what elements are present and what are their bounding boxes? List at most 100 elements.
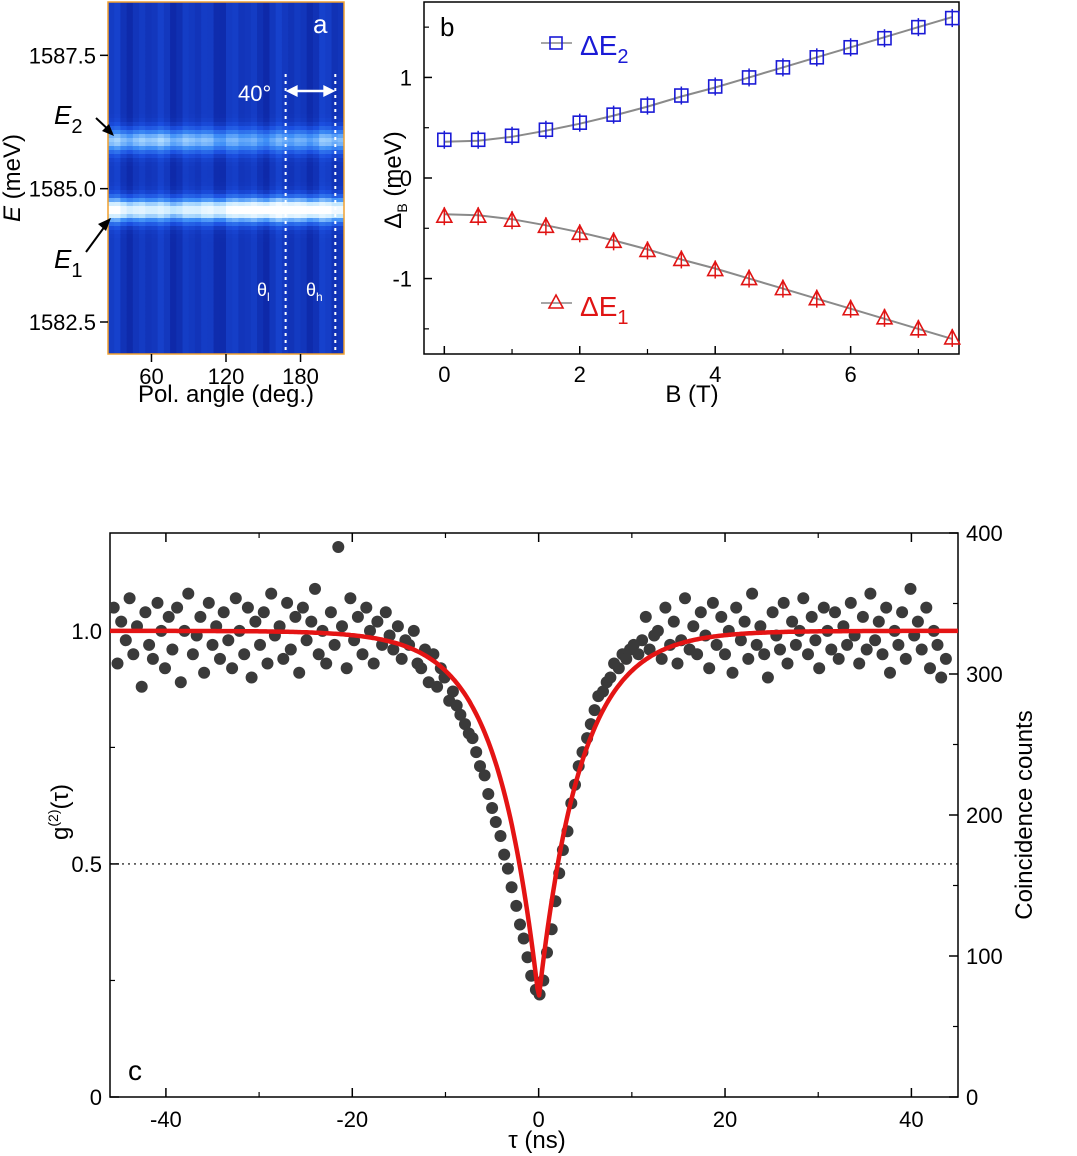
heatmap-cell bbox=[306, 54, 314, 59]
heatmap-cell bbox=[269, 206, 277, 211]
heatmap-cell bbox=[244, 274, 252, 279]
heatmap-cell bbox=[201, 154, 208, 159]
heatmap-cell bbox=[207, 170, 215, 175]
heatmap-cell bbox=[176, 2, 184, 7]
g2-data-point bbox=[431, 680, 444, 693]
heatmap-cell bbox=[213, 206, 221, 211]
heatmap-cell bbox=[331, 182, 339, 187]
heatmap-cell bbox=[263, 58, 271, 63]
g2-data-point bbox=[229, 592, 242, 605]
heatmap-cell bbox=[194, 334, 202, 339]
heatmap-cell bbox=[194, 270, 202, 275]
heatmap-cell bbox=[275, 270, 283, 275]
heatmap-cell bbox=[319, 214, 326, 219]
heatmap-cell bbox=[120, 138, 128, 143]
heatmap-cell bbox=[238, 222, 246, 227]
heatmap-cell bbox=[132, 98, 140, 103]
heatmap-cell bbox=[306, 138, 314, 143]
heatmap-cell bbox=[145, 342, 153, 347]
heatmap-cell bbox=[257, 330, 264, 335]
heatmap-cell bbox=[319, 26, 326, 31]
heatmap-cell bbox=[108, 186, 115, 191]
heatmap-cell bbox=[232, 38, 240, 43]
heatmap-cell bbox=[139, 226, 146, 231]
heatmap-cell bbox=[132, 122, 140, 127]
heatmap-cell bbox=[281, 66, 289, 71]
heatmap-cell bbox=[132, 118, 140, 123]
heatmap-cell bbox=[163, 26, 171, 31]
heatmap-cell bbox=[108, 166, 115, 171]
heatmap-cell bbox=[319, 234, 326, 239]
heatmap-cell bbox=[151, 166, 159, 171]
heatmap-cell bbox=[257, 186, 264, 191]
heatmap-cell bbox=[120, 206, 128, 211]
heatmap-cell bbox=[157, 282, 165, 287]
heatmap-cell bbox=[244, 278, 252, 283]
heatmap-cell bbox=[288, 18, 295, 23]
heatmap-cell bbox=[108, 78, 115, 83]
heatmap-cell bbox=[337, 118, 344, 123]
heatmap-cell bbox=[219, 302, 227, 307]
heatmap-cell bbox=[238, 114, 246, 119]
heatmap-cell bbox=[263, 126, 271, 131]
heatmap-cell bbox=[201, 102, 208, 107]
heatmap-cell bbox=[194, 162, 202, 167]
heatmap-cell bbox=[250, 38, 258, 43]
heatmap-cell bbox=[244, 178, 252, 183]
heatmap-cell bbox=[331, 98, 339, 103]
heatmap-cell bbox=[176, 142, 184, 147]
g2-data-point bbox=[869, 634, 882, 647]
g2-data-point bbox=[920, 601, 933, 614]
heatmap-cell bbox=[120, 86, 128, 91]
heatmap-cell bbox=[226, 18, 233, 23]
heatmap-cell bbox=[331, 138, 339, 143]
heatmap-cell bbox=[250, 2, 258, 7]
data-point-delta-e2 bbox=[944, 10, 960, 26]
heatmap-cell bbox=[170, 342, 177, 347]
heatmap-cell bbox=[145, 158, 153, 163]
heatmap-cell bbox=[244, 78, 252, 83]
heatmap-cell bbox=[120, 186, 128, 191]
heatmap-cell bbox=[132, 166, 140, 171]
heatmap-cell bbox=[157, 134, 165, 139]
heatmap-cell bbox=[337, 286, 344, 291]
heatmap-cell bbox=[288, 166, 295, 171]
heatmap-cell bbox=[232, 250, 240, 255]
heatmap-cell bbox=[176, 258, 184, 263]
heatmap-cell bbox=[238, 298, 246, 303]
heatmap-cell bbox=[325, 346, 333, 351]
heatmap-cell bbox=[151, 122, 159, 127]
heatmap-cell bbox=[281, 218, 289, 223]
heatmap-cell bbox=[288, 210, 295, 215]
heatmap-cell bbox=[294, 334, 302, 339]
heatmap-cell bbox=[126, 158, 134, 163]
heatmap-cell bbox=[337, 30, 344, 35]
heatmap-cell bbox=[114, 274, 122, 279]
heatmap-cell bbox=[163, 158, 171, 163]
heatmap-cell bbox=[281, 286, 289, 291]
heatmap-cell bbox=[139, 338, 146, 343]
heatmap-cell bbox=[114, 302, 122, 307]
heatmap-cell bbox=[250, 106, 258, 111]
heatmap-cell bbox=[108, 66, 115, 71]
heatmap-cell bbox=[120, 306, 128, 311]
heatmap-cell bbox=[288, 294, 295, 299]
heatmap-cell bbox=[281, 210, 289, 215]
heatmap-cell bbox=[263, 78, 271, 83]
heatmap-cell bbox=[257, 78, 264, 83]
heatmap-cell bbox=[151, 246, 159, 251]
heatmap-cell bbox=[157, 274, 165, 279]
heatmap-cell bbox=[114, 142, 122, 147]
heatmap-cell bbox=[194, 46, 202, 51]
heatmap-cell bbox=[319, 74, 326, 79]
heatmap-cell bbox=[126, 230, 134, 235]
heatmap-cell bbox=[331, 42, 339, 47]
heatmap-cell bbox=[132, 230, 140, 235]
heatmap-cell bbox=[250, 250, 258, 255]
heatmap-cell bbox=[201, 350, 208, 354]
heatmap-cell bbox=[145, 114, 153, 119]
heatmap-cell bbox=[306, 38, 314, 43]
heatmap-cell bbox=[238, 14, 246, 19]
heatmap-cell bbox=[126, 310, 134, 315]
